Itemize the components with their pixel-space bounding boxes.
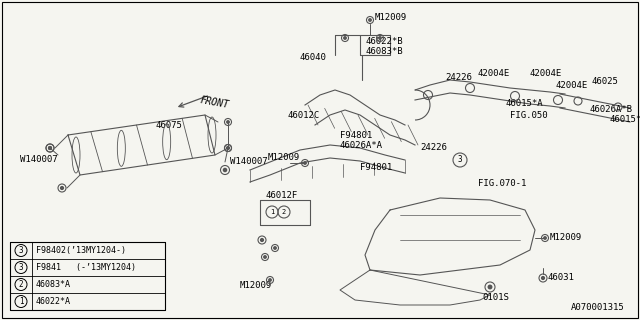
Circle shape bbox=[274, 247, 276, 249]
Text: 42004E: 42004E bbox=[530, 69, 563, 78]
Circle shape bbox=[544, 237, 546, 239]
Circle shape bbox=[379, 37, 381, 39]
Text: F94801: F94801 bbox=[340, 131, 372, 140]
Circle shape bbox=[304, 162, 306, 164]
Text: M12009: M12009 bbox=[375, 13, 407, 22]
Circle shape bbox=[227, 147, 229, 149]
Text: 2: 2 bbox=[282, 209, 286, 215]
Text: F94801: F94801 bbox=[360, 164, 392, 172]
Text: A070001315: A070001315 bbox=[572, 303, 625, 313]
Text: M12009: M12009 bbox=[550, 234, 582, 243]
Text: FIG.070-1: FIG.070-1 bbox=[478, 179, 526, 188]
Text: 46015*B: 46015*B bbox=[610, 116, 640, 124]
Text: 46083*B: 46083*B bbox=[365, 47, 403, 57]
Text: 46026A*A: 46026A*A bbox=[340, 140, 383, 149]
Text: 42004E: 42004E bbox=[478, 69, 510, 78]
Text: 3: 3 bbox=[19, 263, 23, 272]
Text: 2: 2 bbox=[19, 280, 23, 289]
Text: 3: 3 bbox=[458, 156, 462, 164]
Text: 46040: 46040 bbox=[300, 53, 327, 62]
Circle shape bbox=[223, 168, 227, 172]
Text: 46083*A: 46083*A bbox=[36, 280, 71, 289]
Circle shape bbox=[269, 279, 271, 281]
Text: 24226: 24226 bbox=[445, 74, 472, 83]
Circle shape bbox=[49, 147, 51, 149]
Text: 46031: 46031 bbox=[548, 274, 575, 283]
Text: 46075: 46075 bbox=[155, 121, 182, 130]
Text: 46026A*B: 46026A*B bbox=[590, 106, 633, 115]
Text: 0101S: 0101S bbox=[482, 292, 509, 301]
Text: FIG.050: FIG.050 bbox=[510, 110, 548, 119]
Text: FRONT: FRONT bbox=[199, 95, 230, 110]
Circle shape bbox=[49, 147, 51, 149]
Text: 24226: 24226 bbox=[420, 143, 447, 153]
Text: W140007: W140007 bbox=[230, 157, 268, 166]
Circle shape bbox=[488, 285, 492, 289]
Text: 42004E: 42004E bbox=[555, 81, 588, 90]
Circle shape bbox=[227, 147, 229, 149]
Circle shape bbox=[344, 37, 346, 39]
Text: 46012C: 46012C bbox=[288, 110, 320, 119]
Circle shape bbox=[61, 187, 63, 189]
Text: F98402(’13MY1204-): F98402(’13MY1204-) bbox=[36, 246, 126, 255]
Circle shape bbox=[541, 276, 545, 279]
Circle shape bbox=[260, 239, 264, 241]
Circle shape bbox=[264, 256, 266, 258]
Text: 1: 1 bbox=[19, 297, 23, 306]
Bar bbox=[10, 242, 165, 310]
Text: M12009: M12009 bbox=[268, 154, 300, 163]
Text: W140007: W140007 bbox=[20, 156, 58, 164]
Text: 46015*A: 46015*A bbox=[505, 100, 543, 108]
Circle shape bbox=[227, 121, 229, 123]
Text: 46025: 46025 bbox=[592, 77, 619, 86]
Text: 46022*A: 46022*A bbox=[36, 297, 71, 306]
Circle shape bbox=[369, 19, 371, 21]
Text: F9841   (-’13MY1204): F9841 (-’13MY1204) bbox=[36, 263, 136, 272]
Text: M12009: M12009 bbox=[240, 281, 272, 290]
Text: 1: 1 bbox=[270, 209, 274, 215]
Text: 46012F: 46012F bbox=[265, 190, 297, 199]
Text: 46022*B: 46022*B bbox=[365, 37, 403, 46]
Text: 3: 3 bbox=[19, 246, 23, 255]
